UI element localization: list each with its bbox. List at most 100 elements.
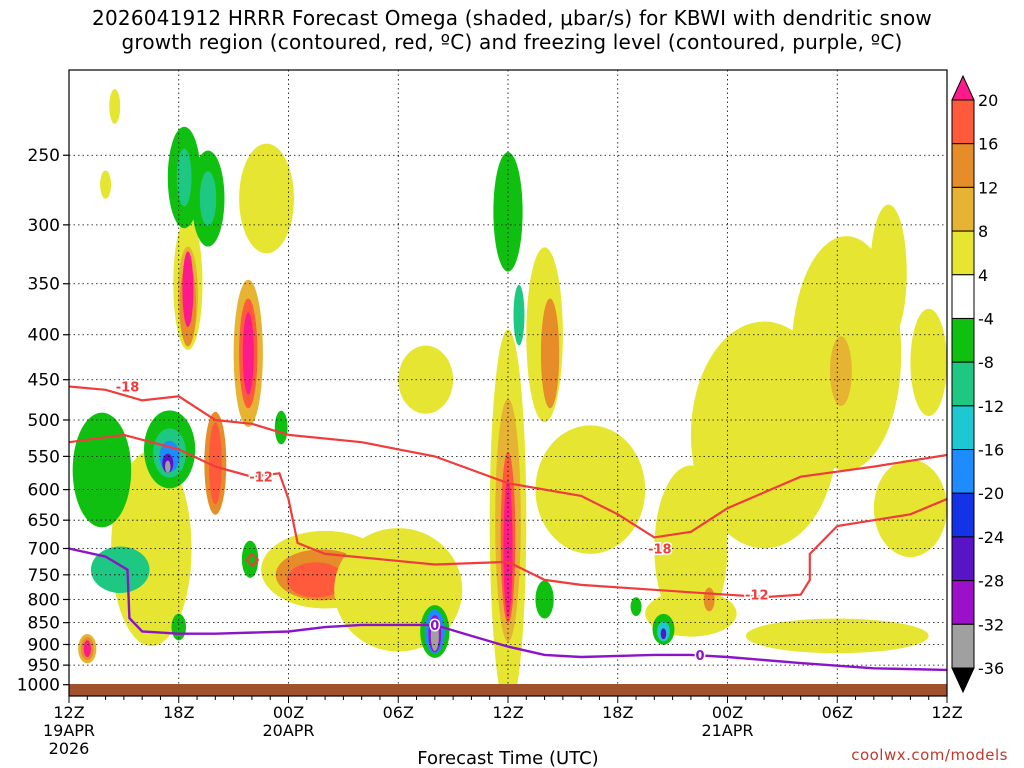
y-tick-label-400: 400 <box>28 326 60 346</box>
x-tick-label-4: 12Z <box>492 703 523 722</box>
colorbar-box-3 <box>951 536 975 582</box>
contour-label-0: -18 <box>116 380 140 395</box>
colorbar-label-8: 8 <box>978 222 988 241</box>
chart-title-line-2: growth region (contoured, red, ºC) and f… <box>121 30 903 54</box>
y-tick-label-900: 900 <box>28 635 60 655</box>
colorbar-label-12: 12 <box>978 178 998 197</box>
contour-label-2: -18 <box>648 542 672 557</box>
dgz-contour-minus12-1 <box>69 433 947 599</box>
y-tick-label-350: 350 <box>28 275 60 295</box>
omega-region-down-61 <box>660 628 667 640</box>
colorbar-box-4 <box>951 492 975 538</box>
chart-title: 2026041912 HRRR Forecast Omega (shaded, … <box>0 6 1024 54</box>
colorbar-box-6 <box>951 405 975 451</box>
y-tick-label-450: 450 <box>28 371 60 391</box>
omega-region-down-50 <box>241 540 259 578</box>
colorbar-label-16: 16 <box>978 135 998 154</box>
omega-region-down-38 <box>72 412 132 528</box>
colorbar-label-20: 20 <box>978 91 998 110</box>
y-tick-label-850: 850 <box>28 614 60 634</box>
omega-region-up-9 <box>208 422 222 505</box>
omega-region-down-44 <box>165 460 171 473</box>
omega-region-down-53 <box>513 284 525 346</box>
x-tick-date-6: 21APR <box>701 721 753 740</box>
omega-region-up-16 <box>286 562 346 598</box>
omega-region-up-37 <box>745 618 929 654</box>
contour-label-1: -12 <box>249 471 273 486</box>
omega-region-down-39 <box>90 546 150 593</box>
colorbar-label--28: -28 <box>978 572 1004 591</box>
x-tick-date-2: 20APR <box>262 721 314 740</box>
colorbar-label--8: -8 <box>978 353 994 372</box>
contour-label-3: -12 <box>745 589 769 604</box>
omega-region-down-48 <box>199 171 217 226</box>
colorbar: 20 16 12 8 4 -4 -8 -12 -16 -20 -24 -28 -32 -36 <box>951 74 1004 694</box>
omega-region-up-7 <box>83 640 91 658</box>
y-tick-label-300: 300 <box>28 216 60 236</box>
colorbar-label--32: -32 <box>978 615 1004 634</box>
colorbar-label--4: -4 <box>978 309 994 328</box>
y-tick-label-950: 950 <box>28 656 60 676</box>
contours: -18 -12 -18 -12 0 0 <box>69 379 947 672</box>
omega-region-down-54 <box>535 580 554 619</box>
ground-layer <box>69 684 947 696</box>
contour-label-5: 0 <box>696 649 705 664</box>
colorbar-box-1 <box>951 623 975 669</box>
omega-region-up-31 <box>873 459 947 557</box>
omega-region-down-52 <box>493 152 523 272</box>
colorbar-box-10 <box>951 230 975 276</box>
omega-shading <box>72 89 947 696</box>
ground-surface <box>69 684 947 696</box>
colorbar-bottom-arrow <box>951 667 975 694</box>
colorbar-box-2 <box>951 580 975 625</box>
omega-region-down-46 <box>176 148 192 207</box>
x-tick-date-0: 19APR <box>43 721 95 740</box>
colorbar-box-7 <box>951 361 975 407</box>
colorbar-label--12: -12 <box>978 397 1004 416</box>
y-tick-label-500: 500 <box>28 411 60 431</box>
freezing-level-contour <box>69 547 947 672</box>
y-tick-label-600: 600 <box>28 481 60 501</box>
colorbar-box-12 <box>951 143 975 188</box>
y-tick-label-550: 550 <box>28 447 60 467</box>
colorbar-top-arrow <box>951 74 975 101</box>
y-tick-label-1000: 1000 <box>17 676 60 696</box>
x-tick-label-8: 12Z <box>931 703 962 722</box>
y-tick-label-250: 250 <box>28 146 60 166</box>
plot-frame <box>68 69 948 697</box>
x-tick-label-2: 00Z <box>273 703 304 722</box>
dgz-contour-loop <box>245 552 260 568</box>
omega-region-down-51 <box>274 410 288 445</box>
dgz-contour-minus18-0 <box>69 385 947 539</box>
omega-region-up-30 <box>910 308 947 417</box>
x-tick-year-0: 2026 <box>49 739 90 758</box>
y-tick-label-750: 750 <box>28 566 60 586</box>
omega-region-down-49 <box>171 613 187 641</box>
colorbar-label--16: -16 <box>978 441 1004 460</box>
omega-region-down-62 <box>630 597 642 616</box>
colorbar-box-9 <box>951 274 975 319</box>
omega-region-up-22 <box>540 298 560 409</box>
x-tick-label-1: 18Z <box>163 703 194 722</box>
axes: 2503003504004505005506006507007508008509… <box>17 69 963 758</box>
colorbar-box-8 <box>951 317 975 363</box>
x-tick-label-6: 00Z <box>712 703 743 722</box>
colorbar-box-11 <box>951 186 975 232</box>
colorbar-label--24: -24 <box>978 528 1004 547</box>
y-tick-label-700: 700 <box>28 539 60 559</box>
x-tick-label-5: 18Z <box>602 703 633 722</box>
colorbar-label--20: -20 <box>978 484 1004 503</box>
colorbar-box-5 <box>951 449 975 494</box>
chart-title-line-1: 2026041912 HRRR Forecast Omega (shaded, … <box>92 6 932 30</box>
colorbar-label-4: 4 <box>978 266 988 285</box>
omega-region-up-35 <box>100 170 112 199</box>
omega-region-up-34 <box>109 89 121 124</box>
omega-region-up-28 <box>829 336 852 406</box>
x-tick-label-3: 06Z <box>383 703 414 722</box>
x-axis-label: Forecast Time (UTC) <box>417 748 598 768</box>
x-tick-label-0: 12Z <box>53 703 84 722</box>
colorbar-label--36: -36 <box>978 659 1004 678</box>
y-tick-label-800: 800 <box>28 590 60 610</box>
x-tick-label-7: 06Z <box>822 703 853 722</box>
